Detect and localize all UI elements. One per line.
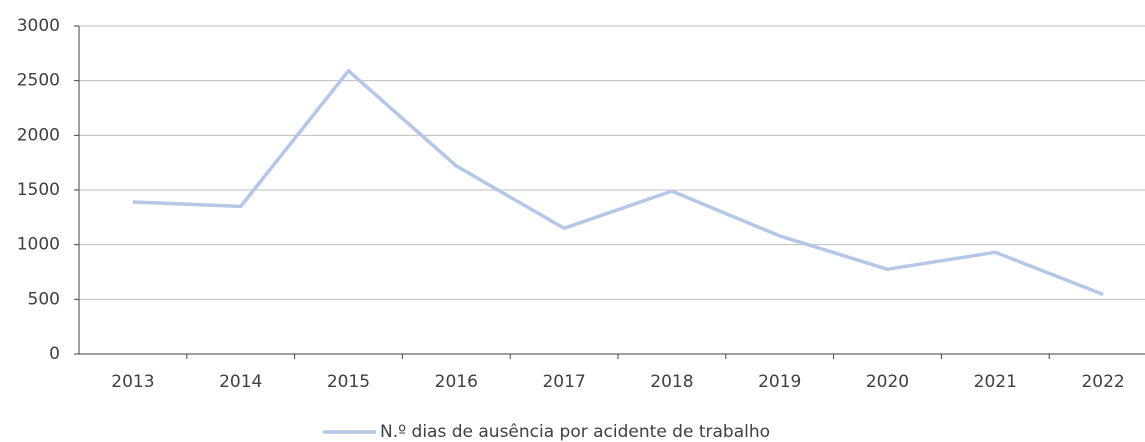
y-tick-label: 1000 [17, 235, 60, 255]
x-tick-label: 2022 [1081, 372, 1124, 392]
y-tick-label: 2000 [17, 125, 60, 145]
y-tick-label: 500 [28, 289, 60, 309]
x-tick-label: 2013 [111, 372, 154, 392]
x-tick-label: 2014 [219, 372, 262, 392]
data-line [132, 69, 1104, 297]
x-tick-label: 2019 [758, 372, 801, 392]
x-tick-label: 2018 [650, 372, 693, 392]
x-tick-label: 2021 [974, 372, 1017, 392]
legend-label: N.º dias de ausência por acidente de tra… [380, 422, 770, 442]
y-tick-label: 0 [49, 344, 60, 364]
x-tick-label: 2015 [327, 372, 370, 392]
y-tick-label: 3000 [17, 16, 60, 36]
x-tick-label: 2016 [435, 372, 478, 392]
y-tick-label: 1500 [17, 180, 60, 200]
x-tick-label: 2017 [542, 372, 585, 392]
x-tick-label: 2020 [866, 372, 909, 392]
y-tick-label: 2500 [17, 71, 60, 91]
